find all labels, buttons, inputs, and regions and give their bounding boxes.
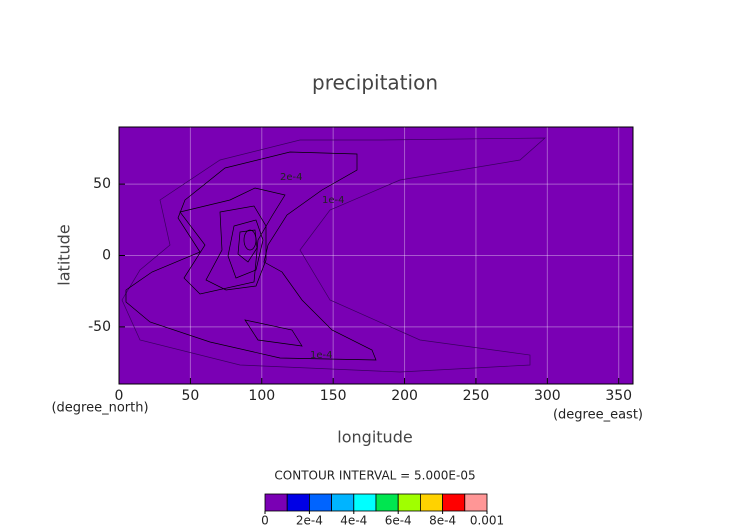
contour-region bbox=[179, 187, 286, 295]
colorbar-tick-label: 4e-4 bbox=[340, 514, 367, 528]
colorbar-box bbox=[419, 493, 443, 512]
colorbar-title: CONTOUR INTERVAL = 5.000E-05 bbox=[274, 469, 475, 483]
x-tick-label: 350 bbox=[605, 388, 632, 404]
y-axis-label: latitude bbox=[55, 224, 74, 285]
colorbar-tick-label: 2e-4 bbox=[296, 514, 323, 528]
x-tick-label: 50 bbox=[181, 388, 199, 404]
y-tick-label: 50 bbox=[93, 176, 111, 192]
colorbar-tick-label: 0 bbox=[261, 514, 269, 528]
contour-label: 1e-4 bbox=[322, 195, 345, 206]
x-axis-label: longitude bbox=[337, 428, 412, 447]
colorbar-tick-label: 6e-4 bbox=[385, 514, 412, 528]
contour-region bbox=[237, 229, 258, 263]
colorbar-box bbox=[464, 493, 488, 512]
contour-line bbox=[243, 229, 257, 251]
colorbar-box bbox=[375, 493, 399, 512]
colorbar-box bbox=[286, 493, 310, 512]
colorbar-box bbox=[264, 493, 288, 512]
plot-area bbox=[118, 127, 633, 384]
axes: 0 50 100 150 200 250 300 350 -50 0 50 bbox=[88, 126, 634, 404]
contour-region bbox=[244, 319, 303, 347]
contour-label: 1e-4 bbox=[310, 350, 333, 361]
colorbar-tick-label: 0.001 bbox=[470, 514, 504, 528]
colorbar-box bbox=[397, 493, 421, 512]
colorbar-box bbox=[353, 493, 377, 512]
contour-line bbox=[121, 137, 546, 373]
colorbar-tick-label: 8e-4 bbox=[429, 514, 456, 528]
x-tick-label: 200 bbox=[391, 388, 418, 404]
contour-field: 2e-4 1e-4 1e-4 bbox=[121, 137, 546, 373]
colorbar-box bbox=[442, 493, 466, 512]
contour-region bbox=[125, 151, 377, 361]
x-tick-label: 250 bbox=[463, 388, 490, 404]
chart-title: precipitation bbox=[312, 71, 438, 95]
x-tick-label: 0 bbox=[115, 388, 124, 404]
contour-region bbox=[205, 205, 267, 291]
y-tick-label: 0 bbox=[102, 248, 111, 264]
colorbar-box bbox=[308, 493, 332, 512]
x-tick-label: 100 bbox=[248, 388, 275, 404]
contour-label: 2e-4 bbox=[280, 172, 303, 183]
plot-frame bbox=[118, 126, 634, 385]
contour-region bbox=[227, 219, 264, 279]
x-tick-label: 300 bbox=[534, 388, 561, 404]
y-tick-label: -50 bbox=[88, 319, 111, 335]
x-tick-label: 150 bbox=[320, 388, 347, 404]
y-unit: (degree_north) bbox=[51, 401, 148, 416]
x-unit: (degree_east) bbox=[553, 408, 643, 423]
colorbar-box bbox=[331, 493, 355, 512]
